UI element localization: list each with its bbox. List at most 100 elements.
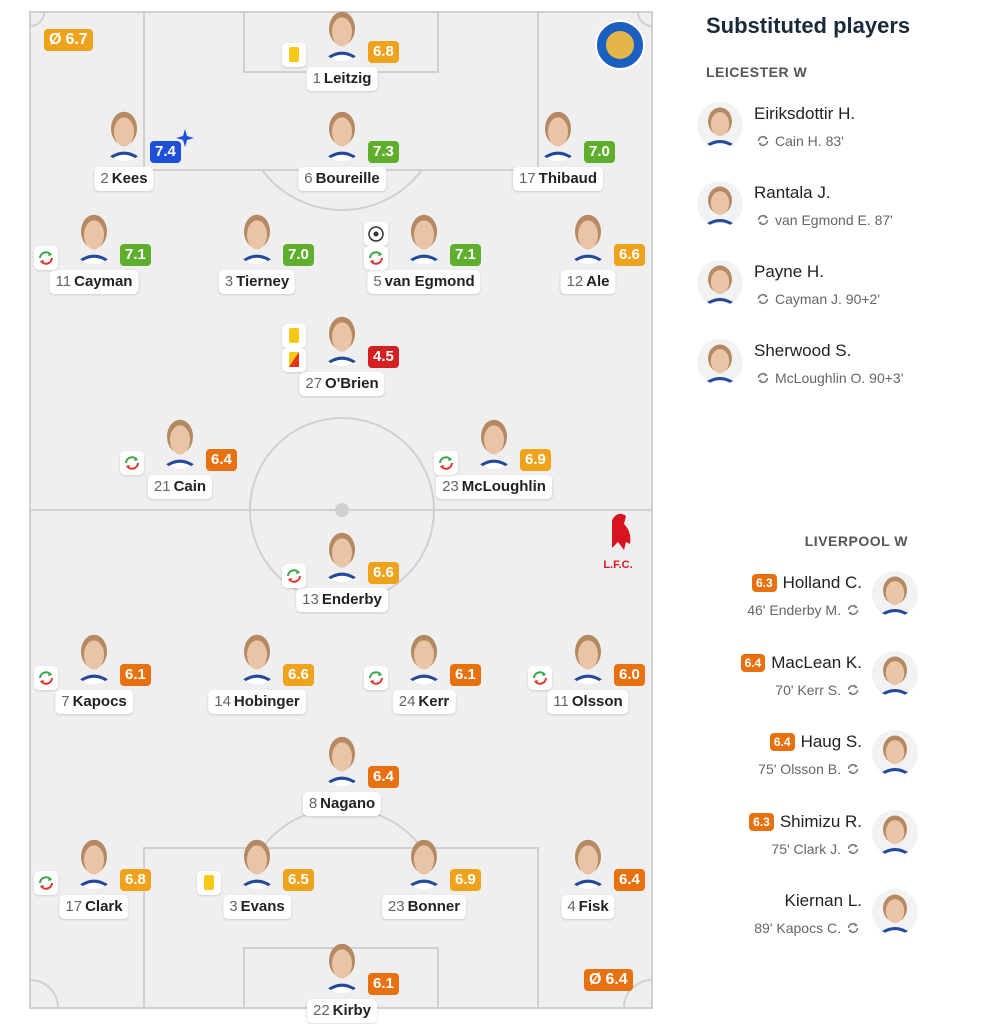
shirt-number: 7 (61, 693, 70, 710)
portrait (323, 11, 361, 61)
sub-replaced: Cain H. 83' (775, 133, 844, 149)
sub-replaced-row: Cain H. 83' (754, 132, 844, 150)
average-symbol: Ø (49, 31, 62, 48)
player-name: Cain (173, 478, 207, 495)
sub-name-row: 6.4 MacLean K. (740, 653, 862, 673)
sub-icon (282, 564, 306, 588)
player-label: 2 Kees (94, 167, 154, 191)
player-rating: 6.6 (283, 664, 314, 686)
player-photo (317, 310, 367, 366)
player-rating: 6.6 (614, 244, 645, 266)
sub-replaced-row: 46' Enderby M. (747, 601, 862, 619)
player-label: 13 Enderby (296, 588, 388, 612)
player-photo (69, 628, 119, 684)
sub-replaced-row: 75' Clark J. (771, 840, 862, 858)
player-rating: 6.6 (368, 562, 399, 584)
player-rating: 6.8 (120, 869, 151, 891)
panel-title: Substituted players (706, 13, 911, 38)
player-photo (399, 628, 449, 684)
player-photo (563, 208, 613, 264)
sub-glyph (369, 251, 383, 265)
sub-rating: 6.3 (751, 574, 777, 592)
shirt-number: 5 (373, 273, 382, 290)
player-label: 12 Ale (560, 270, 616, 294)
player-label: 6 Boureille (298, 167, 386, 191)
sub-name-row: Kiernan L. (785, 891, 863, 911)
player-photo (317, 937, 367, 993)
player-name: Boureille (315, 170, 380, 187)
portrait (105, 111, 143, 161)
player-rating: 6.1 (450, 664, 481, 686)
shirt-number: 23 (387, 898, 405, 915)
shirt-number: 11 (553, 693, 569, 710)
red-icon (282, 348, 306, 372)
shirt-number: 14 (214, 693, 231, 710)
sub-replaced: 89' Kapocs C. (754, 920, 841, 936)
player-name: Enderby (321, 591, 382, 608)
sub-glyph (369, 671, 383, 685)
sub-replaced-row: van Egmond E. 87' (754, 211, 893, 229)
player-rating: 7.1 (120, 244, 151, 266)
player-label: 1 Leitzig (306, 67, 378, 91)
sub-name-row: 6.4 Haug S. (769, 732, 862, 752)
yellow-icon (282, 43, 306, 67)
sub-name-row: Sherwood S. (754, 341, 851, 361)
player-photo (317, 5, 367, 61)
sub-name: Haug S. (800, 732, 862, 751)
portrait (75, 634, 113, 684)
portrait (539, 111, 577, 161)
portrait (405, 214, 443, 264)
sub-replaced-row: 75' Olsson B. (758, 760, 862, 778)
player-name: Tierney (236, 273, 290, 290)
sub-name: Shimizu R. (779, 811, 862, 831)
sub-icon (757, 372, 769, 384)
player-rating: 6.9 (450, 869, 481, 891)
portrait (702, 344, 738, 385)
player-name: Kerr (418, 693, 450, 710)
shirt-number: 27 (305, 375, 323, 392)
portrait (405, 634, 443, 684)
player-photo (317, 105, 367, 161)
player-name: McLoughlin (461, 478, 546, 495)
sub-replaced: 75' Olsson B. (758, 761, 841, 777)
player-label: 8 Nagano (302, 792, 382, 816)
sub-icon (847, 922, 859, 934)
player-rating: 6.4 (368, 766, 399, 788)
player-photo (99, 105, 149, 161)
sub-photo (697, 102, 743, 148)
team-header: LEICESTER W (706, 64, 808, 80)
sub-replaced: 46' Enderby M. (747, 602, 841, 618)
sub-icon (847, 763, 859, 775)
portrait (238, 839, 276, 889)
portrait (323, 532, 361, 582)
shirt-number: 23 (442, 478, 459, 495)
player-label: 3 Evans (223, 895, 291, 919)
portrait (877, 735, 913, 776)
sub-icon (34, 871, 58, 895)
sub-icon (757, 214, 769, 226)
shirt-number: 11 (55, 273, 72, 290)
ball-glyph (368, 226, 384, 242)
portrait (702, 186, 738, 227)
player-rating: 7.4 (150, 141, 181, 163)
player-photo (563, 628, 613, 684)
sub-photo (872, 571, 918, 617)
shirt-number: 3 (229, 898, 238, 915)
shirt-number: 8 (308, 795, 318, 812)
shirt-number: 17 (65, 898, 83, 915)
portrait (238, 214, 276, 264)
sub-icon (847, 604, 859, 616)
player-name: Evans (240, 898, 285, 915)
sub-photo (872, 730, 918, 776)
sub-icon (34, 246, 58, 270)
player-photo (155, 413, 205, 469)
average-symbol: Ø (589, 971, 602, 988)
sub-replaced: McLoughlin O. 90+3' (775, 370, 904, 386)
sub-photo (697, 260, 743, 306)
sub-replaced-row: Cayman J. 90+2' (754, 290, 880, 308)
sub-rating: 6.3 (749, 812, 774, 831)
sub-name: Eiriksdottir H. (754, 104, 856, 123)
sub-name: Sherwood S. (754, 341, 852, 360)
sub-icon (364, 246, 388, 270)
portrait (569, 214, 607, 264)
